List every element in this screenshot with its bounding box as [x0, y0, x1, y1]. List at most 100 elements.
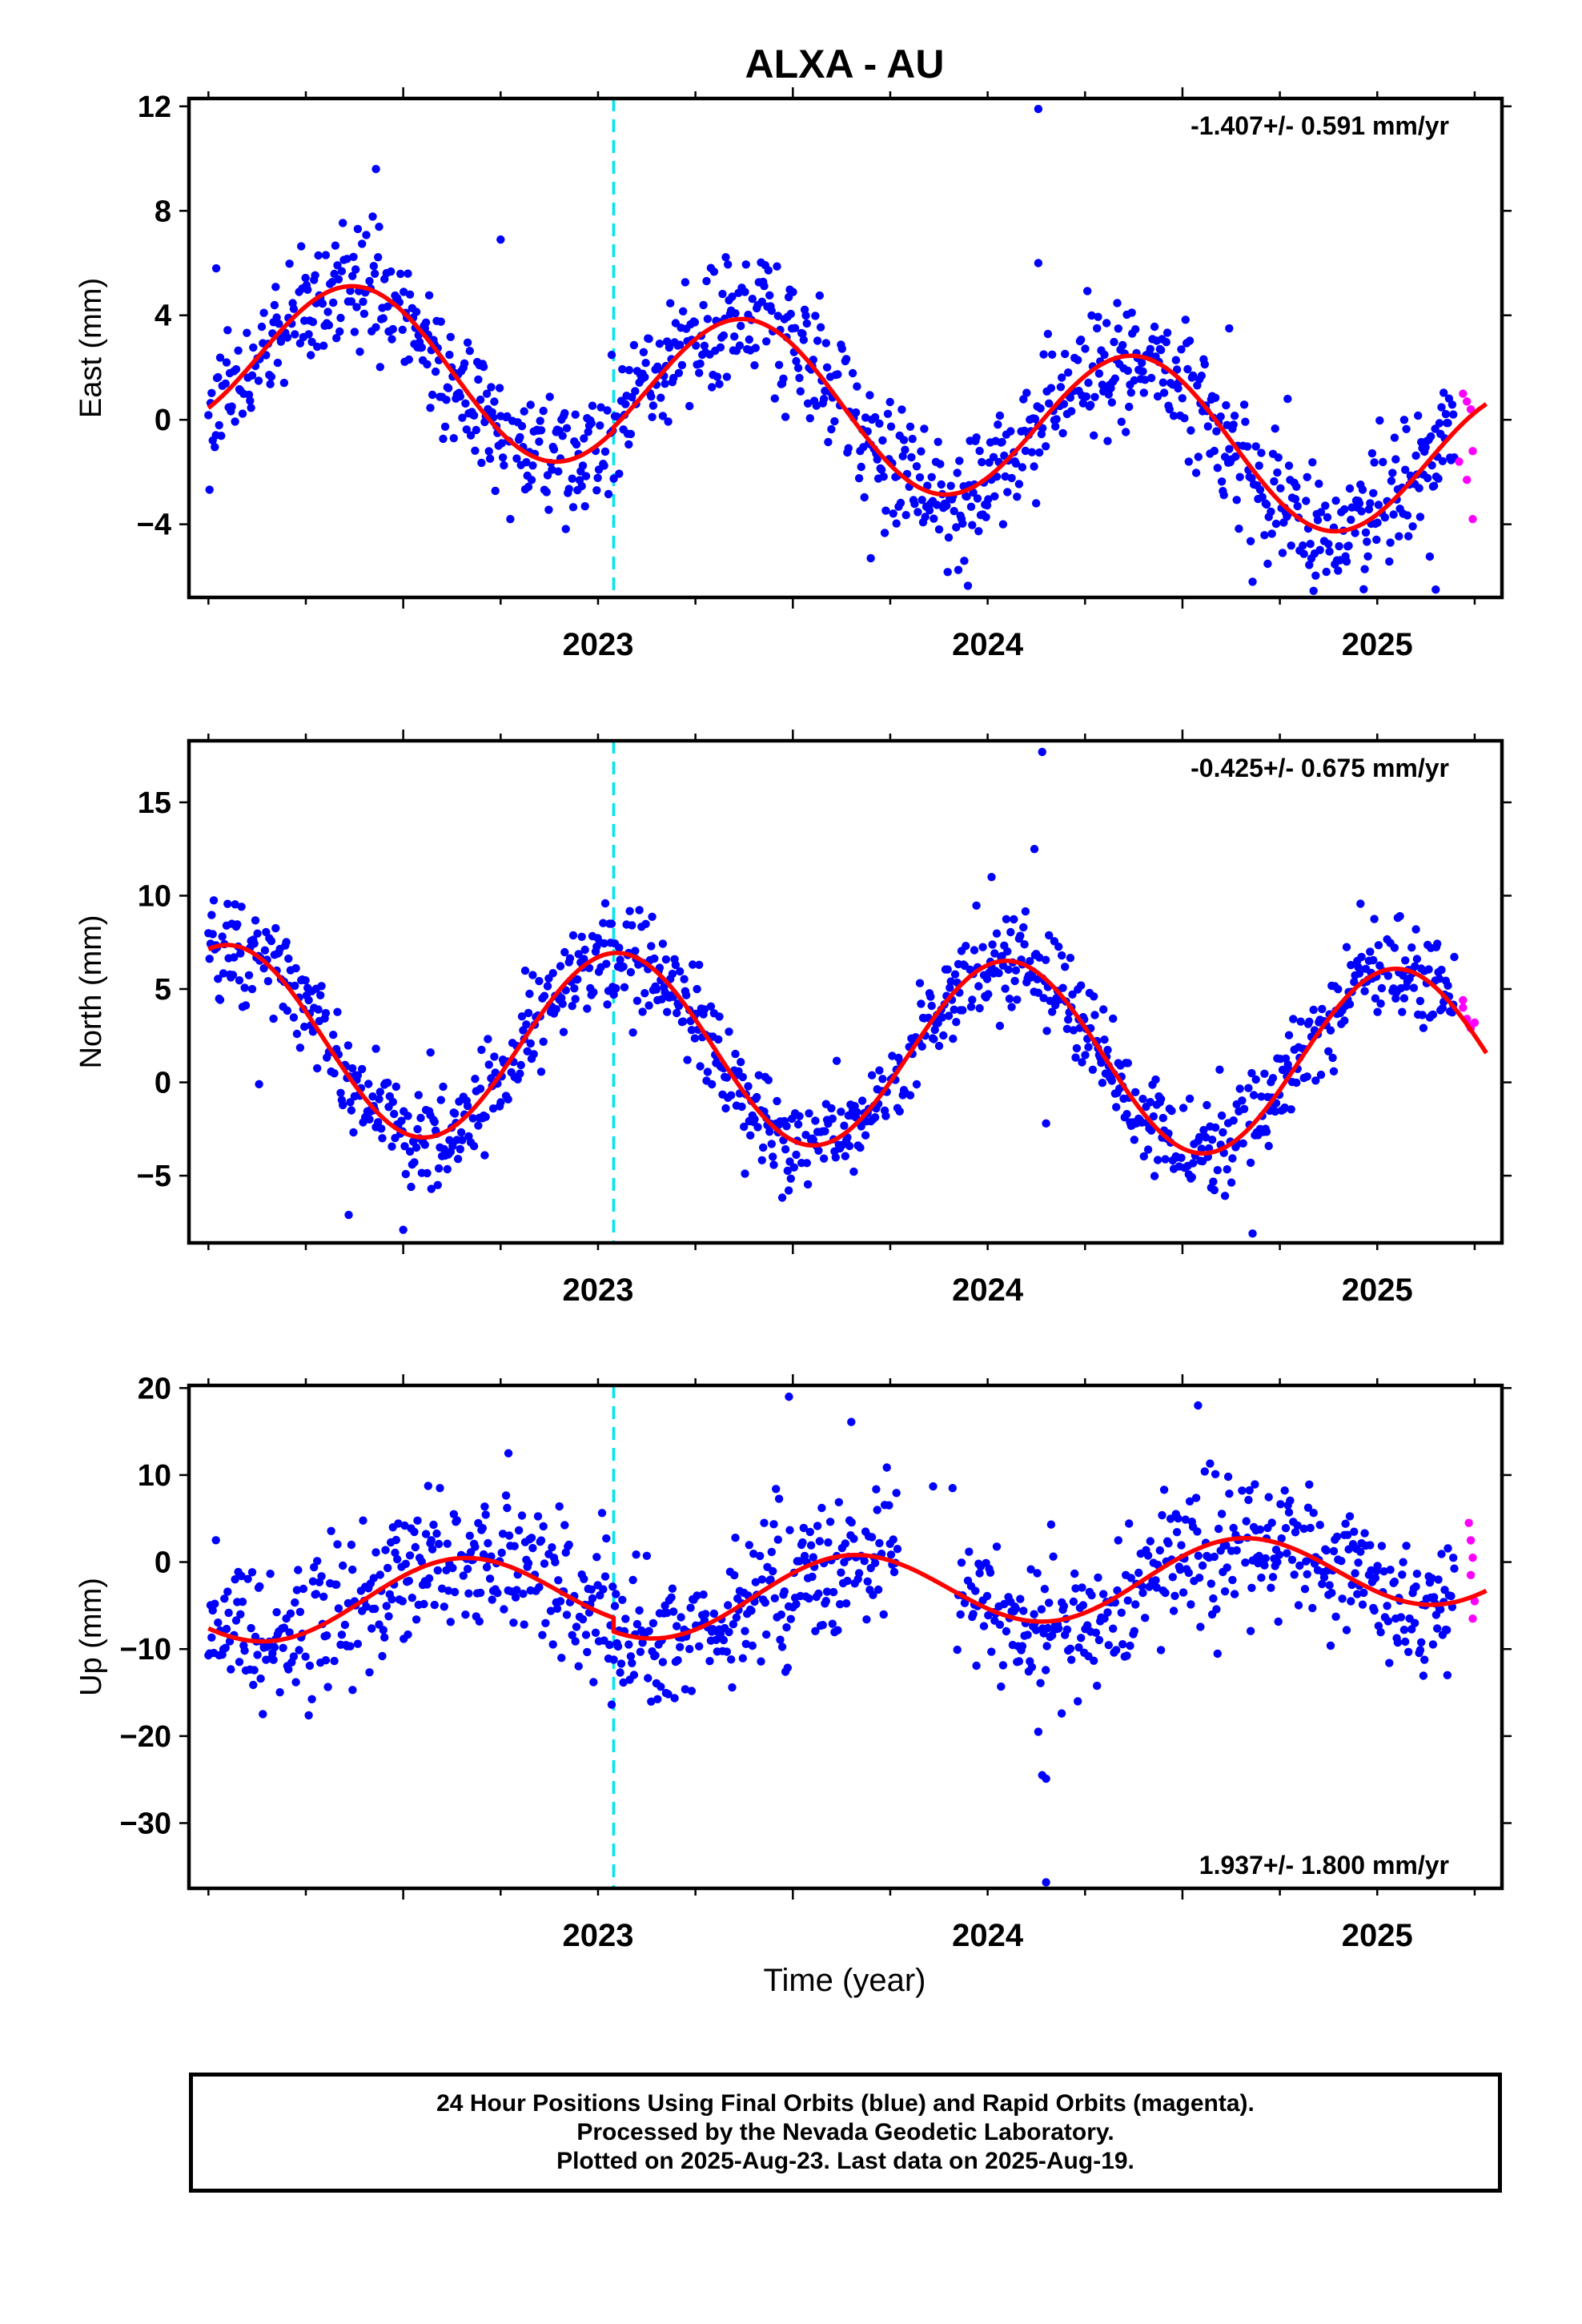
data-point [461, 1610, 470, 1619]
data-point [831, 1153, 841, 1162]
data-point [1450, 952, 1459, 962]
data-point [449, 434, 458, 443]
data-point [899, 436, 909, 444]
data-point [1084, 1043, 1093, 1051]
data-point [946, 977, 955, 986]
data-point [379, 1626, 387, 1634]
data-point [837, 1568, 845, 1577]
data-point [1018, 463, 1027, 472]
data-point [801, 311, 810, 320]
rapid-orbit-point [1459, 1003, 1468, 1012]
data-point [443, 1164, 452, 1174]
data-point [759, 1143, 768, 1152]
data-point [546, 1606, 556, 1615]
data-point [1390, 943, 1399, 952]
data-point [1084, 378, 1093, 388]
data-point [604, 489, 613, 499]
data-point [828, 1114, 837, 1124]
data-point [1373, 1007, 1382, 1016]
outlier-point [1248, 577, 1257, 586]
data-point [593, 473, 602, 482]
data-point [540, 991, 549, 1000]
data-point [504, 1531, 514, 1540]
data-point [647, 392, 656, 401]
data-point [1188, 1159, 1198, 1168]
data-point [1210, 1185, 1219, 1195]
data-point [1074, 1697, 1082, 1706]
data-point [984, 495, 993, 504]
data-point [1083, 1621, 1092, 1630]
data-point [323, 1631, 331, 1640]
data-point [1040, 1585, 1050, 1594]
data-point [881, 1112, 890, 1120]
data-point [705, 1657, 714, 1666]
data-point [813, 1522, 822, 1530]
data-point [1131, 1088, 1140, 1097]
data-point [548, 1640, 557, 1649]
data-point [1396, 1613, 1406, 1622]
data-point [375, 223, 383, 231]
data-point [1110, 374, 1120, 383]
data-point [516, 1069, 524, 1078]
data-point [1239, 400, 1249, 409]
data-point [673, 1656, 682, 1665]
data-point [1131, 1600, 1140, 1609]
data-point [1356, 899, 1365, 908]
data-point [829, 1587, 838, 1597]
data-point [912, 1080, 921, 1089]
data-point [476, 1588, 485, 1598]
data-point [1302, 497, 1311, 505]
data-point [885, 397, 894, 407]
data-point [1207, 1579, 1216, 1588]
data-point [536, 416, 544, 425]
data-point [275, 320, 283, 328]
data-point [1355, 499, 1364, 508]
data-point [1090, 1656, 1098, 1665]
data-point [969, 1610, 978, 1618]
data-point [968, 521, 977, 529]
data-point [311, 271, 319, 279]
data-point [1042, 442, 1050, 451]
data-point [1069, 1597, 1078, 1606]
data-point [211, 443, 219, 452]
data-point [789, 1163, 798, 1172]
data-point [727, 1091, 736, 1100]
data-point [223, 326, 232, 335]
data-point [371, 269, 379, 278]
data-point [223, 899, 232, 908]
data-point [1054, 1624, 1063, 1633]
data-point [1239, 1139, 1247, 1148]
rapid-orbit-point [1459, 995, 1468, 1005]
data-point [1026, 957, 1034, 966]
data-point [860, 493, 869, 502]
data-point [1078, 399, 1088, 408]
data-point [744, 1082, 753, 1091]
data-point [560, 1521, 569, 1530]
data-point [323, 308, 332, 316]
data-point [963, 581, 973, 590]
data-point [1094, 1573, 1102, 1582]
data-point [1213, 464, 1223, 472]
data-point [420, 1140, 429, 1149]
data-point [485, 454, 495, 463]
data-point [966, 1003, 976, 1011]
data-point [1220, 1587, 1230, 1596]
data-point [408, 1594, 416, 1602]
data-point [1197, 1144, 1207, 1153]
outlier-point [948, 1484, 958, 1493]
data-point [1094, 312, 1102, 321]
data-point [240, 983, 249, 992]
data-point [901, 511, 910, 520]
data-point [577, 932, 586, 942]
data-point [721, 253, 730, 262]
data-point [1316, 1070, 1326, 1080]
data-point [734, 1067, 743, 1076]
data-point [740, 1122, 749, 1132]
data-point [978, 457, 986, 467]
data-point [806, 1541, 816, 1550]
data-point [1241, 417, 1250, 426]
data-point [555, 1502, 564, 1511]
data-point [365, 1115, 374, 1124]
data-point [1215, 1065, 1224, 1074]
